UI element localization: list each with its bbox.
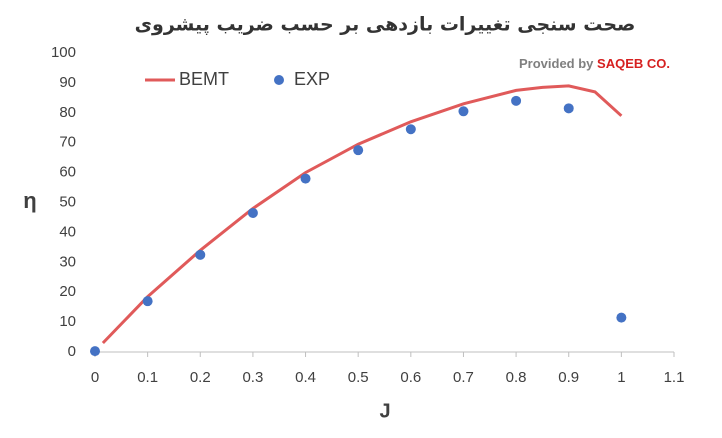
y-tick-label: 100: [51, 44, 76, 61]
x-tick-label: 1.1: [664, 369, 685, 386]
data-point: [142, 296, 153, 307]
y-tick-label: 50: [59, 193, 76, 210]
x-tick-label: 0.6: [400, 369, 421, 386]
y-tick-label: 20: [59, 283, 76, 300]
line-series: [101, 84, 623, 345]
data-point: [616, 312, 627, 323]
annotation-prefix: Provided by: [519, 56, 594, 71]
annotation-brand: SAQEB CO.: [597, 56, 670, 71]
x-tick-label: 0.8: [506, 369, 527, 386]
x-tick-label: 0.9: [558, 369, 579, 386]
data-point: [458, 106, 469, 117]
x-tick-label: 1: [617, 369, 625, 386]
y-tick-label: 30: [59, 253, 76, 270]
x-tick-label: 0.7: [453, 369, 474, 386]
x-tick-label: 0.2: [190, 369, 211, 386]
data-point: [300, 173, 311, 184]
x-tick-label: 0.1: [137, 369, 158, 386]
x-tick-label: 0.4: [295, 369, 316, 386]
annotation: Provided by SAQEB CO.: [519, 56, 670, 71]
x-tick-label: 0: [91, 369, 99, 386]
x-tick-label: 0.5: [348, 369, 369, 386]
data-point: [90, 346, 100, 357]
chart-title: صحت سنجی تغییرات بازدهی بر حسب ضریب پیشر…: [135, 14, 636, 36]
data-point: [247, 207, 258, 218]
legend-swatch: [274, 75, 284, 85]
y-axis-label: η: [23, 188, 36, 213]
data-point: [405, 124, 416, 135]
legend-label: BEMT: [179, 69, 229, 89]
x-tick-label: 0.3: [242, 369, 263, 386]
y-tick-label: 40: [59, 223, 76, 240]
y-tick-label: 70: [59, 134, 76, 151]
y-tick-label: 0: [68, 343, 76, 360]
legend-label: EXP: [294, 69, 330, 89]
y-tick-label: 10: [59, 313, 76, 330]
data-point: [511, 95, 522, 106]
y-tick-label: 60: [59, 164, 76, 181]
data-point: [563, 103, 574, 114]
data-point: [353, 145, 364, 156]
y-tick-label: 80: [59, 104, 76, 121]
y-tick-label: 90: [59, 74, 76, 91]
x-axis-label: J: [379, 400, 390, 422]
data-point: [195, 249, 206, 260]
